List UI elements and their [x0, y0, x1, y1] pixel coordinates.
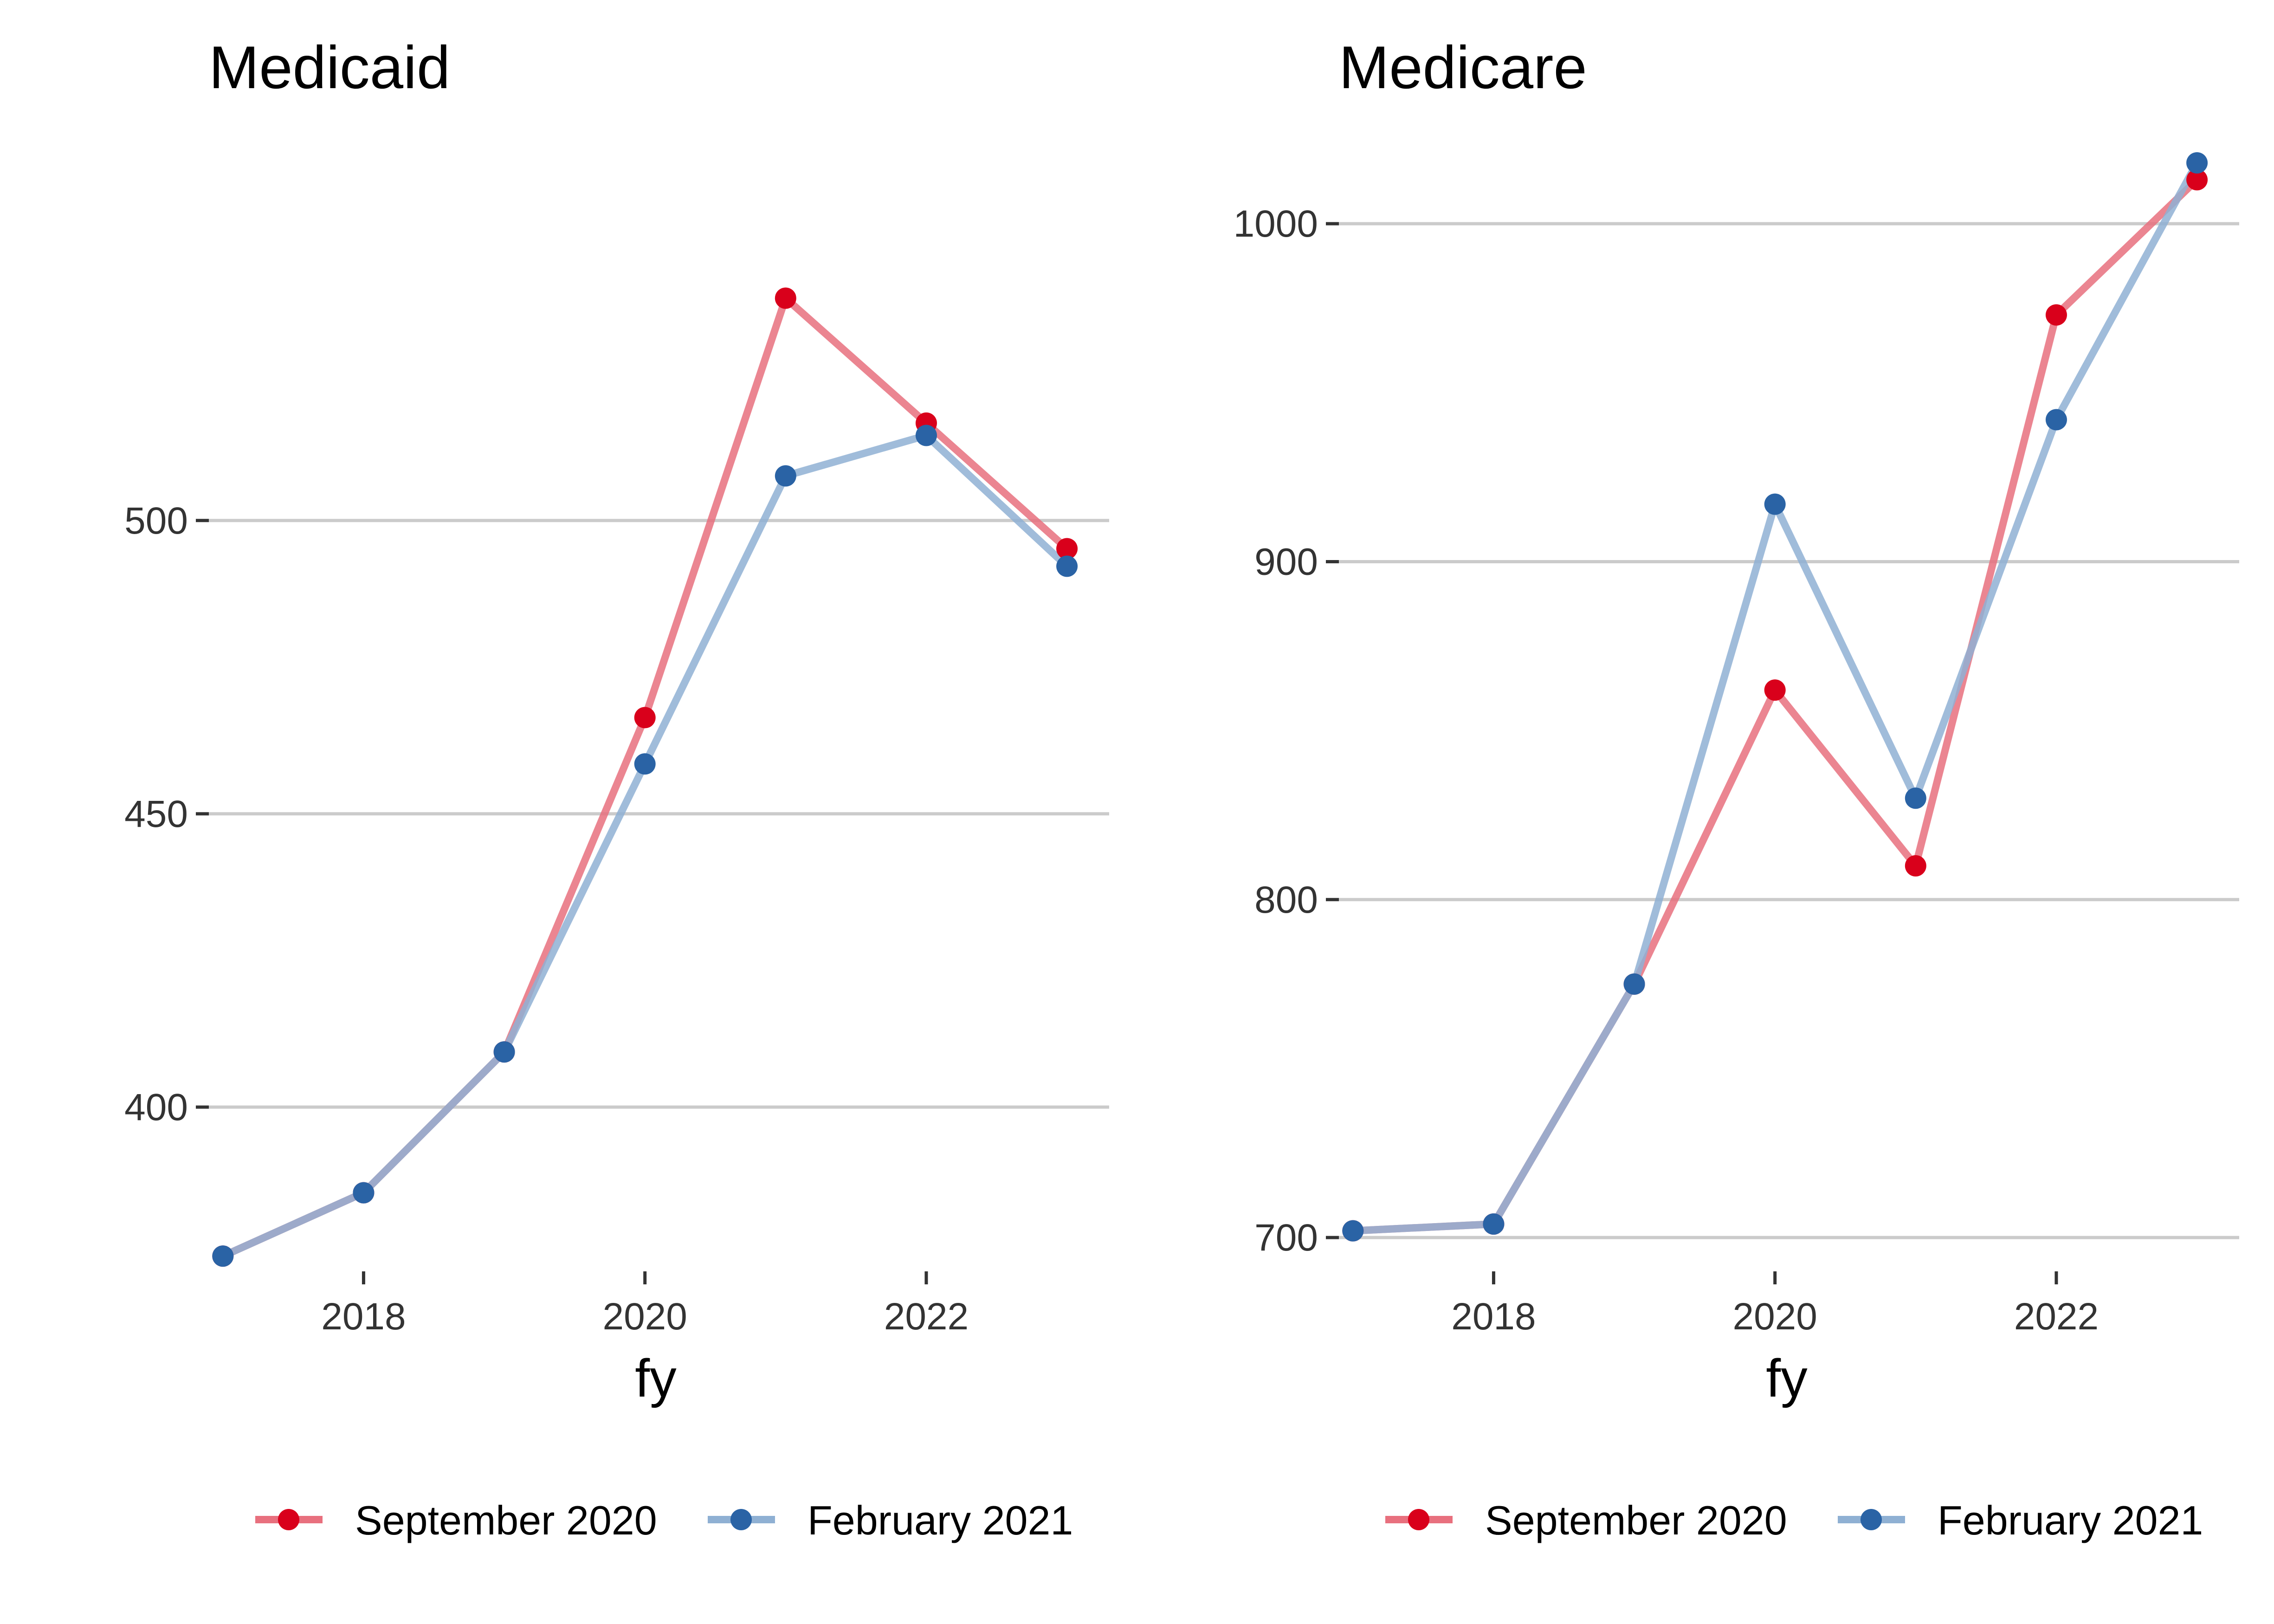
data-point-september-2020	[775, 287, 796, 309]
legend-key-point	[730, 1509, 752, 1530]
legend-label: February 2021	[808, 1497, 1073, 1543]
medicare-panel: Medicare 700 800 900 1000 2018 2020 2022 fy S…	[1234, 33, 2239, 1543]
data-point-september-2020	[2045, 304, 2067, 326]
data-point-february-2021	[493, 1041, 515, 1063]
x-tick-label: 2020	[1732, 1295, 1817, 1338]
legend-key-point	[1408, 1509, 1429, 1530]
legend-item-february-2021: February 2021	[1838, 1497, 2203, 1543]
legend: September 2020 February 2021	[1385, 1497, 2203, 1543]
data-point-september-2020	[1764, 679, 1786, 701]
x-tick-label: 2022	[2014, 1295, 2099, 1338]
series-layer	[212, 287, 1078, 1267]
y-tick-label: 500	[124, 500, 188, 542]
legend-item-february-2021: February 2021	[708, 1497, 1073, 1543]
data-point-september-2020	[1056, 538, 1078, 560]
x-tick-label: 2022	[884, 1295, 969, 1338]
legend-key-point	[1861, 1509, 1882, 1530]
data-point-february-2021	[1905, 787, 1926, 809]
y-tick-label: 400	[124, 1086, 188, 1128]
grid-lines	[209, 519, 1109, 1109]
legend-item-september-2020: September 2020	[255, 1497, 657, 1543]
data-point-september-2020	[2186, 169, 2208, 191]
data-point-february-2021	[1623, 973, 1645, 995]
y-tick-label: 1000	[1234, 203, 1318, 245]
data-point-february-2021	[2186, 152, 2208, 174]
x-axis-label: fy	[1766, 1349, 1808, 1408]
data-point-february-2021	[1483, 1213, 1505, 1235]
x-axis-label: fy	[635, 1349, 677, 1408]
legend-item-september-2020: September 2020	[1385, 1497, 1787, 1543]
panel-title: Medicaid	[209, 33, 450, 101]
series-layer	[1342, 152, 2208, 1242]
legend-label: September 2020	[1485, 1497, 1787, 1543]
legend-label: September 2020	[355, 1497, 657, 1543]
data-point-february-2021	[2045, 409, 2067, 431]
data-point-february-2021	[915, 425, 937, 446]
panel-title: Medicare	[1339, 33, 1587, 101]
x-tick-label: 2020	[602, 1295, 687, 1338]
series-line-september-2020	[219, 294, 1071, 1260]
data-point-february-2021	[1056, 555, 1078, 577]
legend: September 2020 February 2021	[255, 1497, 1073, 1543]
y-axis: 700 800 900 1000	[1234, 203, 1339, 1259]
series-line-february-2021	[219, 432, 1071, 1260]
grid-lines	[1339, 222, 2239, 1239]
x-axis: 2018 2020 2022	[321, 1271, 969, 1338]
y-tick-label: 450	[124, 793, 188, 835]
y-tick-label: 900	[1254, 541, 1318, 583]
data-point-february-2021	[1342, 1220, 1364, 1242]
series-line-september-2020	[1349, 176, 2201, 1235]
data-point-february-2021	[634, 753, 656, 775]
y-tick-label: 700	[1254, 1217, 1318, 1259]
legend-key-point	[278, 1509, 299, 1530]
x-tick-label: 2018	[1451, 1295, 1536, 1338]
data-point-february-2021	[1764, 493, 1786, 515]
x-tick-label: 2018	[321, 1295, 406, 1338]
y-tick-label: 800	[1254, 879, 1318, 921]
y-axis: 400 450 500	[124, 500, 209, 1128]
data-point-september-2020	[634, 707, 656, 728]
medicaid-panel: Medicaid 400 450 500 2018 2020 2022 fy Septe…	[124, 33, 1109, 1543]
x-axis: 2018 2020 2022	[1451, 1271, 2099, 1338]
data-point-february-2021	[775, 465, 796, 487]
data-point-february-2021	[212, 1245, 234, 1267]
data-point-september-2020	[1905, 855, 1926, 876]
data-point-february-2021	[353, 1182, 375, 1204]
legend-label: February 2021	[1938, 1497, 2203, 1543]
